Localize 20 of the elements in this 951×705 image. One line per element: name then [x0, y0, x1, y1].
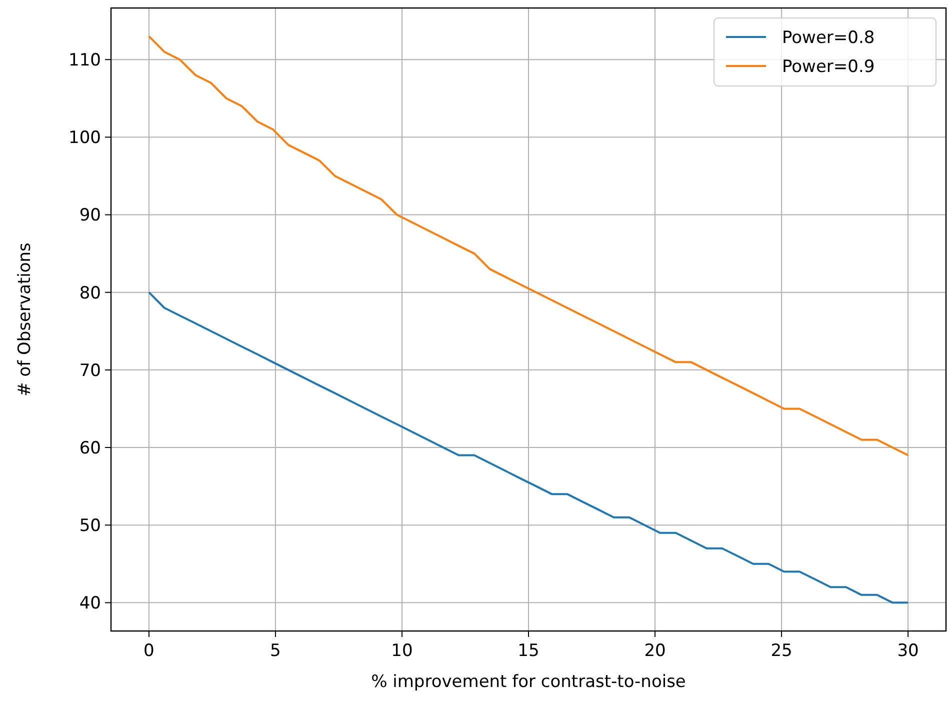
y-tick-label: 80: [79, 283, 101, 304]
y-tick-label: 50: [79, 516, 101, 536]
y-tick-label: 90: [79, 206, 101, 226]
y-tick-label: 110: [68, 50, 101, 71]
x-tick-label: 0: [144, 641, 154, 661]
legend-label: Power=0.9: [782, 56, 875, 77]
x-tick-label: 10: [391, 641, 413, 661]
y-tick-label: 100: [68, 128, 101, 148]
line-series: [148, 291, 910, 604]
y-axis-title: # of Observations: [15, 242, 35, 396]
x-tick-label: 20: [644, 641, 666, 661]
x-tick-label: 15: [518, 641, 540, 661]
legend-label: Power=0.8: [782, 28, 875, 48]
x-tick-label: 5: [270, 641, 281, 661]
y-tick-label: 40: [79, 594, 101, 614]
y-tick-label: 60: [79, 438, 101, 458]
x-tick-label: 30: [897, 641, 919, 661]
x-tick-label: 25: [770, 641, 792, 661]
x-axis-title: % improvement for contrast-to-noise: [371, 672, 686, 692]
y-tick-label: 70: [79, 360, 101, 381]
